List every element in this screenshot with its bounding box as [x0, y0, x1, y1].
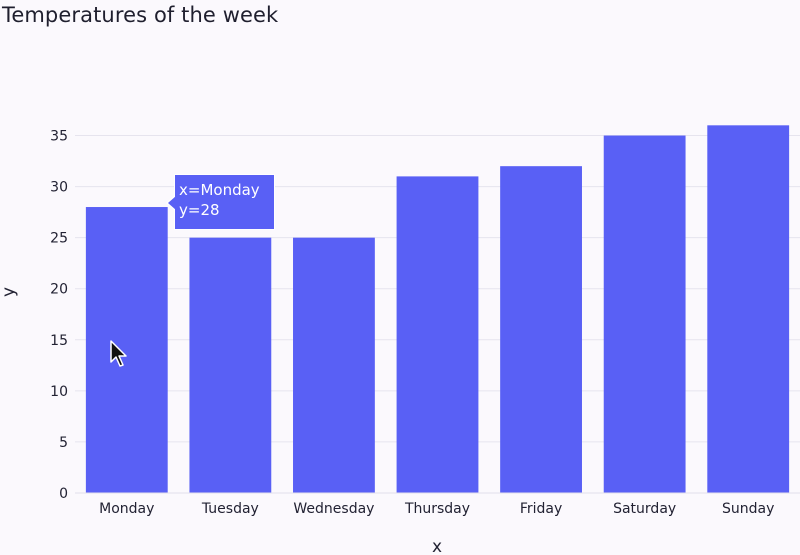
bar-friday[interactable]	[500, 166, 582, 493]
x-tick-label: Saturday	[613, 501, 676, 517]
y-tick-label: 20	[50, 282, 68, 298]
hover-tooltip: x=Monday y=28	[166, 174, 275, 230]
tooltip-x-value: x=Monday	[179, 181, 260, 199]
chart-title: Temperatures of the week	[2, 3, 279, 27]
y-tick-label: 5	[59, 435, 68, 451]
x-tick-label: Monday	[99, 501, 154, 517]
bar-saturday[interactable]	[603, 135, 686, 494]
x-axis-title: x	[432, 537, 442, 555]
bar-thursday[interactable]	[396, 176, 479, 494]
x-tick-label: Tuesday	[201, 501, 259, 517]
mouse-pointer-icon	[110, 340, 127, 367]
y-tick-label: 0	[59, 486, 68, 502]
y-axis-title: y	[0, 287, 19, 297]
x-tick-label: Thursday	[404, 501, 470, 517]
bar-sunday[interactable]	[707, 125, 790, 493]
y-tick-label: 35	[50, 129, 68, 145]
x-tick-label: Friday	[520, 501, 562, 517]
bar-tuesday[interactable]	[189, 237, 272, 493]
bar-monday[interactable]	[85, 207, 168, 493]
y-tick-label: 15	[50, 333, 68, 349]
y-tick-label: 10	[50, 384, 68, 400]
bar-wednesday[interactable]	[293, 237, 375, 493]
y-tick-label: 30	[50, 180, 68, 196]
y-tick-label: 25	[50, 231, 68, 247]
x-tick-labels: Monday Tuesday Wednesday Thursday Friday Satu…	[99, 501, 774, 517]
x-tick-label: Sunday	[722, 501, 774, 517]
x-tick-label: Wednesday	[293, 501, 374, 517]
tooltip-y-value: y=28	[179, 201, 220, 219]
y-tick-labels: 0 5 10 15 20 25 30 35	[50, 129, 68, 502]
bars	[85, 125, 790, 494]
